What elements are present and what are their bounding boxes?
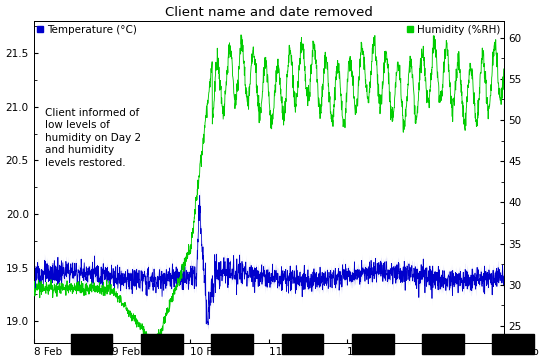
Text: Client informed of
low levels of
humidity on Day 2
and humidity
levels restored.: Client informed of low levels of humidit… (45, 108, 141, 167)
Title: Client name and date removed: Client name and date removed (165, 5, 373, 19)
Legend: Humidity (%RH): Humidity (%RH) (405, 23, 502, 37)
Legend: Temperature (°C): Temperature (°C) (35, 23, 139, 37)
